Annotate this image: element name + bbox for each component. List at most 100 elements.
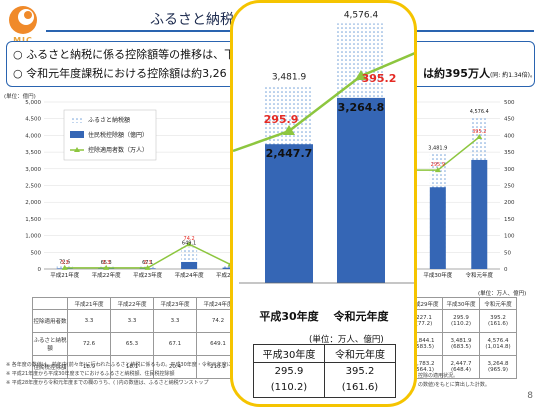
zoom-table-header: 平成30年度: [253, 344, 325, 363]
y-tick-label: 3,000: [25, 167, 41, 173]
y-tick-label: 2,500: [25, 184, 41, 190]
zoom-bar-deduction: [337, 97, 385, 284]
zoom-table-header: 令和元年度: [324, 344, 396, 363]
zoom-unit-label: (単位：万人、億円): [309, 335, 384, 345]
table-value: 1,783.2: [413, 361, 435, 367]
table-subvalue: (965.9): [487, 367, 509, 373]
x-tick-label: 令和元年度: [466, 271, 494, 279]
data-label-total: 3,481.9: [428, 146, 447, 152]
legend-swatch-deduction: [70, 131, 84, 138]
y-tick-label: 4,500: [25, 117, 41, 123]
y2-tick-label: 500: [504, 100, 515, 106]
table-cell: 18.9: [67, 355, 111, 379]
footnote: ※ 各年度の数値は、前年中(前々年)に行われたふるさと納税に係るもの。平成30年…: [6, 362, 257, 368]
table-value: 3,264.8: [487, 361, 509, 367]
zoom-bar-deduction: [265, 144, 313, 283]
summary-bullet: ○ ふるさと納税に係る控除額等の推移は、下: [13, 48, 236, 61]
x-tick-label: 平成21年度: [50, 271, 79, 279]
legend-label: 住民税控除額（億円）: [88, 131, 148, 139]
data-label-people: 74.2: [184, 236, 195, 242]
zoom-people-value: 395.2: [345, 366, 375, 377]
table-cell: 3,481.9 (683.5): [442, 332, 480, 356]
data-label-total: 4,576.4: [470, 109, 489, 115]
legend-label: 控除適用者数（万人）: [88, 146, 148, 154]
footnotes: ※ 各年度の数値は、前年中(前々年)に行われたふるさと納税に係るもの。平成30年…: [6, 361, 257, 388]
table-value: 3,481.9: [450, 338, 472, 344]
table-cell: 3.3: [110, 309, 154, 333]
table-subvalue: (110.2): [450, 321, 472, 327]
footnote-continuation: の数値)をもとに算出した計数。: [418, 382, 490, 388]
table-cell: 3,264.8 (965.9): [479, 355, 517, 379]
bar-deduction: [429, 187, 446, 269]
zoom-series-point: [355, 70, 367, 80]
zoom-label-total: 4,576.4: [344, 11, 379, 21]
y2-tick-label: 150: [504, 217, 515, 223]
series-point: [476, 134, 483, 140]
x-tick-label: 平成22年度: [92, 271, 121, 279]
summary-line-2: 令和元年度課税における控除額は約3,26: [26, 67, 227, 80]
x-tick-label: 平成30年度: [423, 271, 452, 279]
zoom-series-line: [233, 52, 414, 153]
footnote-continuation: 控除の適用状況。: [418, 373, 459, 379]
table-subvalue: (161.6): [487, 321, 509, 327]
summary-line-3: は約395万人(同: 約1.34倍)。: [423, 65, 536, 81]
table-value: 395.2: [490, 315, 506, 321]
data-label-total: 649.1: [182, 240, 196, 246]
data-table-left: 平成21年度 平成22年度 平成23年度 平成24年度 控除適用者数 3.3 3.3 3.3 7…: [32, 297, 240, 379]
data-label-people: 3.3: [144, 260, 152, 266]
mic-logo: [9, 6, 37, 34]
zoom-label-deduction: 3,264.8: [338, 101, 385, 114]
table-header: 令和元年度: [479, 297, 517, 310]
series-point: [61, 264, 68, 270]
data-label-total: 72.6: [59, 260, 70, 266]
table-cell: 65.3: [110, 332, 154, 356]
data-label-people: 3.3: [61, 260, 69, 266]
series-point: [103, 264, 110, 270]
table-value: 4,576.4: [487, 338, 509, 344]
data-label-people: 395.2: [472, 129, 486, 135]
table-subvalue: (583.5): [413, 344, 435, 350]
zoom-label-people: 395.2: [362, 72, 397, 85]
y2-tick-label: 450: [504, 117, 515, 123]
y2-tick-label: 100: [504, 234, 515, 240]
summary-ratio: (同: 約1.34倍)。: [489, 72, 536, 79]
y-axis-label: (単位：億円): [4, 92, 36, 100]
y-tick-label: 0: [38, 267, 42, 273]
table-row-label: 控除適用者数: [32, 309, 68, 333]
table-unit-label: (単位：万人、億円): [478, 291, 527, 297]
zoom-series-point: [283, 125, 295, 135]
table-row-label: ふるさと納税額: [32, 332, 68, 356]
summary-people-count: は約395万人: [423, 67, 490, 80]
summary-bullet: ○ 令和元年度課税における控除額は約3,26: [13, 67, 227, 80]
y2-tick-label: 200: [504, 200, 515, 206]
table-cell: 295.9 (110.2): [442, 309, 480, 333]
y2-tick-label: 0: [504, 267, 508, 273]
table-value: 2,844.1: [413, 338, 435, 344]
table-cell: 395.2 (161.6): [479, 309, 517, 333]
table-value: 2,447.7: [450, 361, 472, 367]
y2-tick-label: 400: [504, 133, 515, 139]
logo-text: MIC: [6, 36, 40, 45]
table-cell: 20.4: [153, 355, 197, 379]
y2-tick-label: 250: [504, 184, 515, 190]
zoom-people-value: 295.9: [274, 366, 304, 377]
zoom-label-people: 295.9: [264, 113, 299, 126]
table-value: 295.9: [453, 315, 469, 321]
zoom-label-total: 3,481.9: [272, 73, 307, 83]
data-table-right: 平成29年度 平成30年度 令和元年度 227.1 (77.2) 295.9 (110.2)…: [405, 297, 517, 379]
y-tick-label: 1,000: [25, 234, 41, 240]
table-subvalue: (1,014.8): [485, 344, 511, 350]
y-tick-label: 1,500: [25, 217, 41, 223]
y-tick-label: 2,000: [25, 200, 41, 206]
table-header: 平成22年度: [110, 297, 154, 310]
table-corner: [32, 297, 68, 310]
page-number: 8: [527, 391, 533, 401]
zoom-label-deduction: 2,447.7: [266, 147, 313, 160]
zoom-table-cell: 295.9 (110.2): [253, 362, 325, 398]
zoom-people-sub: (161.6): [341, 382, 379, 393]
table-cell: 72.6: [67, 332, 111, 356]
table-subvalue: (683.5): [450, 344, 472, 350]
y-tick-label: 500: [31, 250, 42, 256]
y2-tick-label: 50: [504, 250, 511, 256]
zoom-table: 平成30年度 令和元年度 295.9 (110.2) 395.2 (161.6): [253, 344, 396, 398]
